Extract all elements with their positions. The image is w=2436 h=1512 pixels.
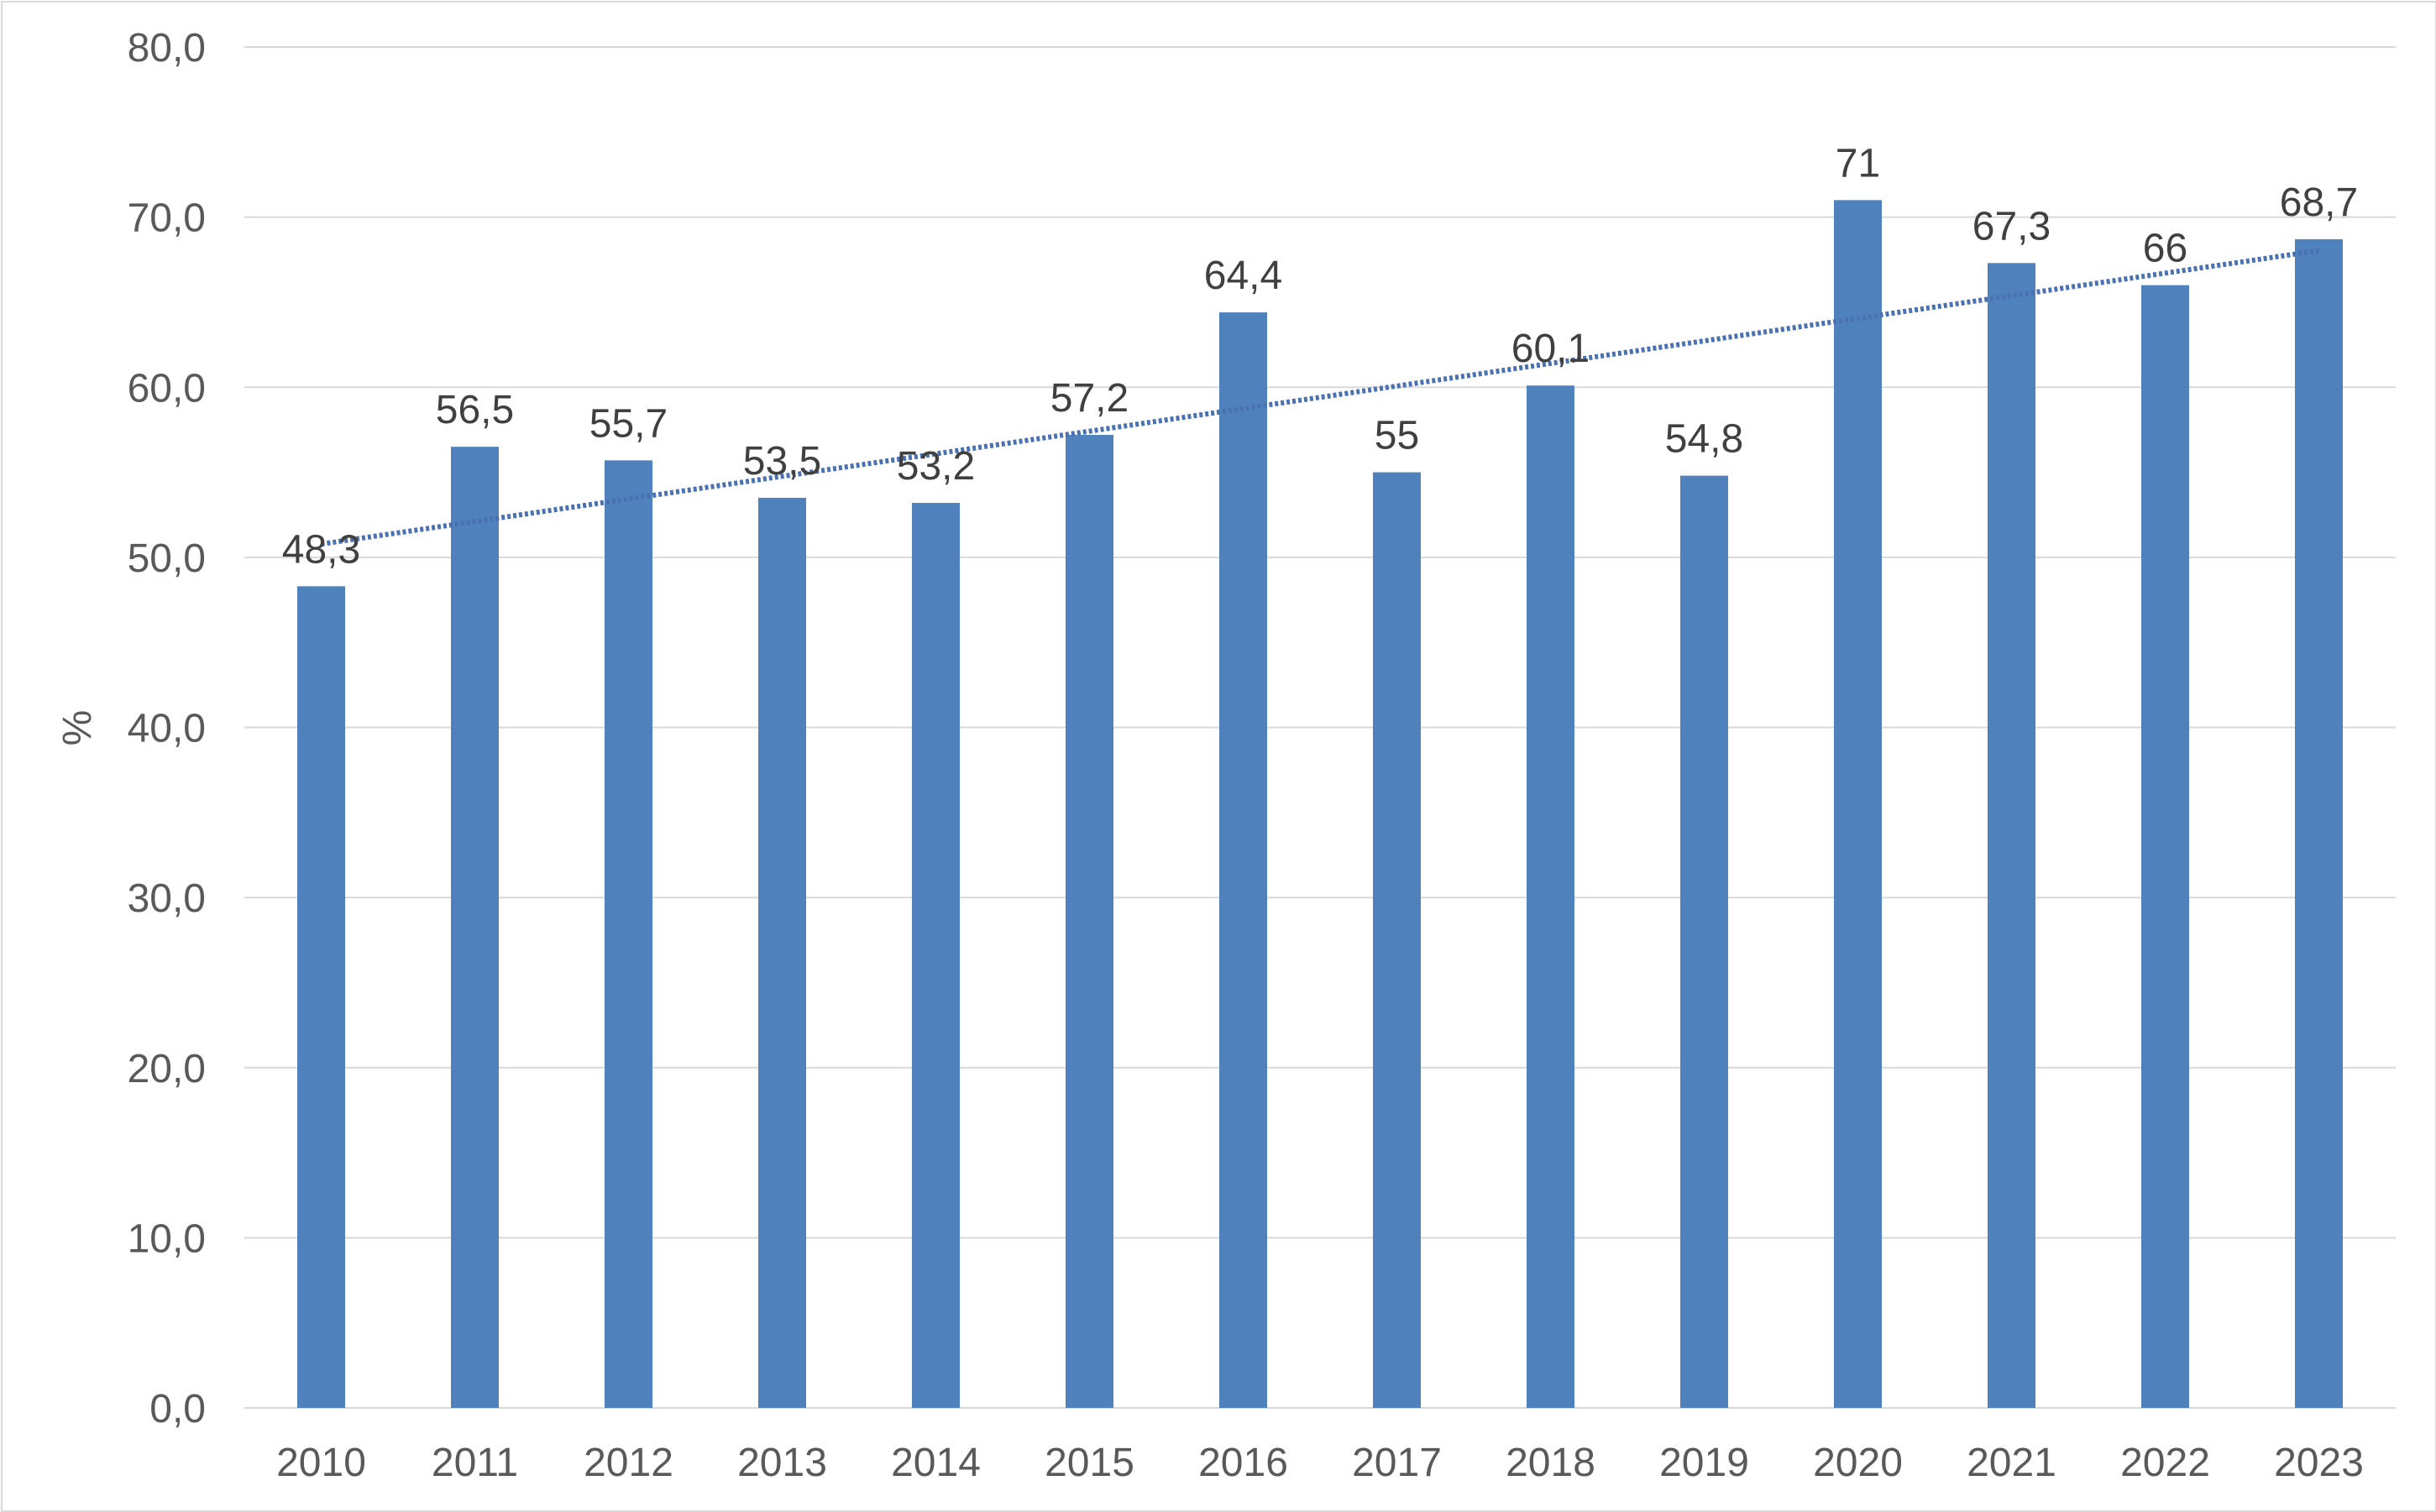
bar-2017 [1373,472,1421,1408]
x-tick-label: 2010 [276,1441,366,1485]
y-axis-title: % [55,710,100,746]
data-label: 55,7 [589,401,668,446]
bar-2021 [1988,263,2035,1408]
bar-2013 [758,497,806,1408]
bar-2019 [1680,475,1728,1408]
x-tick-label: 2015 [1045,1441,1134,1485]
x-tick-label: 2019 [1659,1441,1749,1485]
y-tick-label: 50,0 [128,536,206,581]
bar-2015 [1066,434,1113,1408]
data-label: 56,5 [436,388,514,432]
y-tick-label: 80,0 [128,26,206,71]
data-label: 66 [2143,227,2187,271]
y-axis-tick-labels: 0,0 10,0 20,0 30,0 40,0 50,0 60,0 70,0 80,0 [128,26,206,1431]
bar-2011 [451,447,499,1409]
bar-2022 [2141,285,2189,1408]
x-axis-tick-labels: 2010 2011 2012 2013 2014 2015 2016 2017 2018 2019… [276,1441,2364,1485]
y-tick-label: 60,0 [128,366,206,411]
data-label: 68,7 [2280,180,2358,225]
y-tick-label: 40,0 [128,707,206,751]
trendline-group [321,248,2319,547]
gridlines [244,46,2396,1409]
data-label: 64,4 [1204,254,1282,298]
x-tick-label: 2013 [737,1441,827,1485]
y-tick-label: 70,0 [128,196,206,241]
x-tick-label: 2012 [584,1441,673,1485]
data-label: 55 [1375,414,1419,458]
y-tick-label: 0,0 [149,1387,206,1431]
data-label: 57,2 [1050,376,1129,421]
x-tick-label: 2014 [891,1441,981,1485]
bar-2016 [1219,312,1267,1409]
data-label: 71 [1836,141,1880,186]
x-tick-label: 2023 [2274,1441,2364,1485]
data-labels: 48,3 56,5 55,7 53,5 53,2 57,2 64,4 55 60,1 54,8 71… [282,141,2358,572]
bar-chart: 0,0 10,0 20,0 30,0 40,0 50,0 60,0 70,0 80,0 48,3… [55,26,2396,1485]
bars [297,200,2343,1409]
x-tick-label: 2021 [1967,1441,2056,1485]
x-tick-label: 2017 [1352,1441,1442,1485]
data-label: 53,2 [897,444,975,489]
bar-2012 [605,460,652,1409]
x-tick-label: 2022 [2120,1441,2210,1485]
data-label: 48,3 [282,527,360,572]
bar-2018 [1527,385,1574,1408]
x-tick-label: 2020 [1813,1441,1903,1485]
data-label: 67,3 [1972,204,2051,249]
bar-2010 [297,586,345,1408]
x-tick-label: 2011 [432,1441,518,1485]
data-label: 53,5 [743,439,821,484]
data-label: 60,1 [1511,327,1590,371]
y-tick-label: 10,0 [128,1216,206,1261]
x-tick-label: 2016 [1198,1441,1288,1485]
y-tick-label: 30,0 [128,876,206,921]
bar-2023 [2295,238,2343,1408]
x-tick-label: 2018 [1506,1441,1595,1485]
bar-2020 [1834,200,1882,1408]
trendline [321,248,2319,547]
y-tick-label: 20,0 [128,1047,206,1091]
data-label: 54,8 [1665,417,1743,462]
bar-2014 [912,503,960,1409]
